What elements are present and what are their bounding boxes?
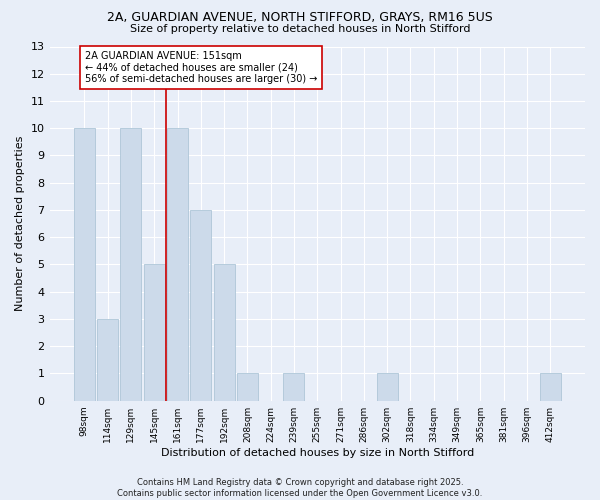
Text: Contains HM Land Registry data © Crown copyright and database right 2025.
Contai: Contains HM Land Registry data © Crown c…: [118, 478, 482, 498]
Bar: [74, 128, 95, 400]
Bar: [214, 264, 235, 400]
Bar: [237, 374, 258, 400]
Text: 2A GUARDIAN AVENUE: 151sqm
← 44% of detached houses are smaller (24)
56% of semi: 2A GUARDIAN AVENUE: 151sqm ← 44% of deta…: [85, 50, 317, 84]
X-axis label: Distribution of detached houses by size in North Stifford: Distribution of detached houses by size …: [161, 448, 474, 458]
Bar: [539, 374, 560, 400]
Bar: [97, 319, 118, 400]
Bar: [144, 264, 165, 400]
Text: Size of property relative to detached houses in North Stifford: Size of property relative to detached ho…: [130, 24, 470, 34]
Bar: [283, 374, 304, 400]
Y-axis label: Number of detached properties: Number of detached properties: [15, 136, 25, 312]
Bar: [377, 374, 398, 400]
Bar: [121, 128, 142, 400]
Text: 2A, GUARDIAN AVENUE, NORTH STIFFORD, GRAYS, RM16 5US: 2A, GUARDIAN AVENUE, NORTH STIFFORD, GRA…: [107, 11, 493, 24]
Bar: [167, 128, 188, 400]
Bar: [190, 210, 211, 400]
